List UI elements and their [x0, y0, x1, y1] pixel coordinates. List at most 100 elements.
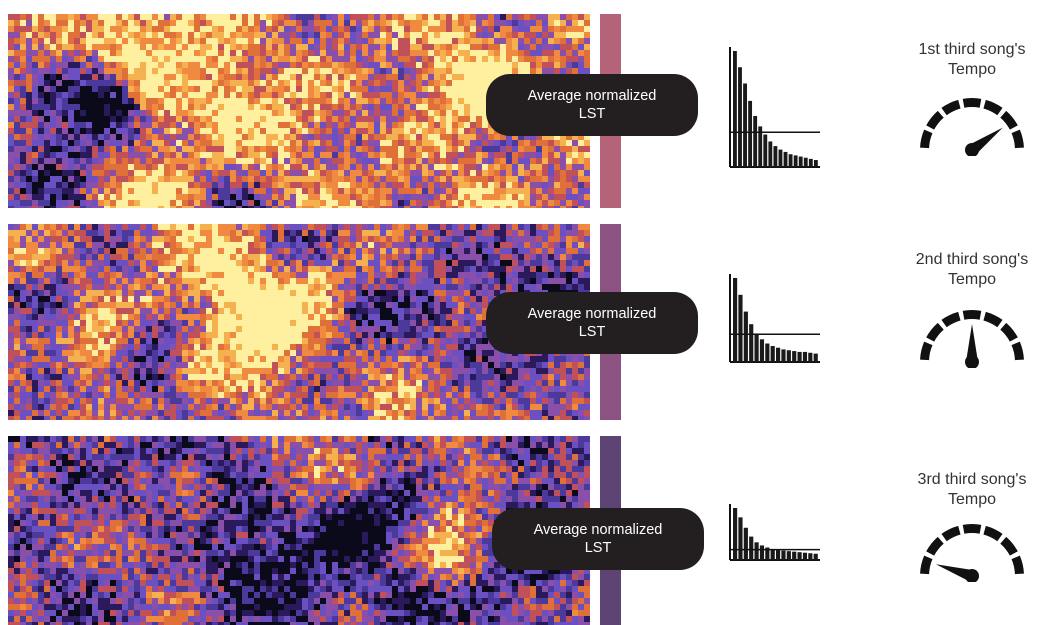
histogram-bar	[802, 351, 808, 362]
panel-row-3: Average normalized LST 3rd third song's …	[0, 424, 1055, 625]
gauge-hub	[965, 355, 979, 368]
histogram-bar	[808, 352, 813, 362]
histogram-bar	[753, 115, 758, 167]
histogram-bar	[776, 550, 781, 560]
histogram-bar	[776, 347, 781, 362]
histogram-3	[729, 504, 820, 561]
gauge-segment	[1011, 341, 1024, 361]
gauge-segment	[983, 311, 1003, 328]
gauge-segment	[983, 99, 1003, 116]
tempo-gauge-3	[920, 524, 1024, 582]
gauge-segment	[926, 536, 944, 556]
histogram-bar	[768, 141, 773, 167]
gauge-title-line1: 2nd third song's	[915, 251, 1029, 268]
histogram-bar	[803, 157, 808, 167]
gauge-segment	[962, 310, 982, 320]
histogram-bar	[738, 67, 742, 167]
histogram-bar	[808, 553, 813, 560]
gauge-needle	[966, 324, 978, 362]
gauge-title-2: 2nd third song's Tempo	[882, 250, 1055, 290]
histogram-bar	[773, 146, 778, 167]
histogram-bar	[758, 126, 763, 167]
histogram-bar	[759, 545, 765, 560]
gauge-segment	[1000, 536, 1018, 556]
panel-row-2: Average normalized LST 2nd third song's …	[0, 212, 1055, 424]
histogram-bar	[788, 154, 793, 167]
histogram-bar	[738, 517, 743, 560]
tempo-gauge-2	[920, 310, 1024, 368]
histogram-bar	[813, 553, 818, 560]
avg-lst-label-line1: Average normalized	[527, 306, 657, 322]
gauge-segment	[962, 524, 982, 534]
gauge-segment	[926, 322, 944, 342]
histogram-bar	[783, 151, 788, 167]
gauge-title-line2: Tempo	[947, 491, 997, 508]
gauge-segment	[1000, 322, 1018, 342]
gauge-title-line2: Tempo	[947, 271, 997, 288]
histogram-bar	[813, 353, 818, 362]
lst-heatmap-3	[8, 436, 590, 625]
panel-row-1: Average normalized LST 1st third song's …	[0, 0, 1055, 212]
gauge-title-line1: 1st third song's	[918, 41, 1026, 58]
avg-lst-label-line2: LST	[578, 106, 606, 122]
gauge-segment	[962, 98, 982, 108]
avg-lst-label-3: Average normalized LST	[492, 508, 704, 570]
gauge-needle	[935, 564, 974, 582]
gauge-title-line2: Tempo	[947, 61, 997, 78]
histogram-bar	[743, 83, 747, 167]
histogram-bar	[786, 551, 791, 560]
histogram-bar	[786, 350, 791, 362]
histogram-bar	[781, 550, 786, 560]
histogram-bar	[781, 349, 786, 362]
gauge-segment	[983, 525, 1003, 542]
gauge-segment	[1011, 555, 1024, 575]
gauge-title-3: 3rd third song's Tempo	[882, 470, 1055, 510]
histogram-bar	[793, 155, 798, 167]
gauge-segment	[920, 129, 933, 149]
histogram-bar	[797, 552, 802, 560]
histogram-bar	[763, 134, 768, 167]
avg-lst-label-line1: Average normalized	[533, 522, 663, 538]
gauge-title-line1: 3rd third song's	[917, 471, 1027, 488]
gauge-title-1: 1st third song's Tempo	[882, 40, 1055, 80]
gauge-segment	[1011, 129, 1024, 149]
gauge-hub	[965, 569, 979, 582]
histogram-2	[729, 274, 820, 363]
histogram-bar	[743, 311, 748, 362]
histogram-bar	[759, 339, 765, 362]
histogram-bar	[749, 536, 754, 560]
gauge-segment	[941, 99, 961, 116]
histogram-bar	[792, 551, 797, 560]
histogram-bar	[733, 51, 737, 167]
histogram-bar	[808, 158, 813, 167]
histogram-bar	[798, 156, 803, 167]
histogram-bar	[748, 100, 753, 167]
histogram-bar	[813, 160, 818, 167]
avg-lst-label-line1: Average normalized	[527, 88, 657, 104]
avg-lst-label-2: Average normalized LST	[486, 292, 698, 354]
gauge-hub	[965, 143, 979, 156]
gauge-segment	[941, 311, 961, 328]
histogram-bar	[733, 278, 738, 362]
histogram-bar	[743, 527, 748, 560]
gauge-segment	[926, 110, 944, 130]
avg-lst-label-line2: LST	[584, 540, 612, 556]
histogram-bar	[770, 346, 775, 362]
avg-lst-label-line2: LST	[578, 324, 606, 340]
tempo-gauge-1	[920, 98, 1024, 156]
histogram-bar	[765, 343, 770, 362]
gauge-segment	[1000, 110, 1018, 130]
gauge-segment	[920, 555, 933, 575]
histogram-bar	[754, 542, 759, 560]
histogram-bar	[738, 294, 743, 362]
histogram-bar	[765, 547, 770, 560]
histogram-1	[729, 47, 820, 168]
histogram-bar	[749, 324, 754, 362]
avg-lst-label-1: Average normalized LST	[486, 74, 698, 136]
histogram-bar	[802, 552, 808, 560]
gauge-segment	[941, 525, 961, 542]
histogram-bar	[797, 351, 802, 362]
histogram-bar	[733, 508, 738, 560]
histogram-bar	[778, 149, 783, 167]
histogram-bar	[770, 549, 775, 560]
